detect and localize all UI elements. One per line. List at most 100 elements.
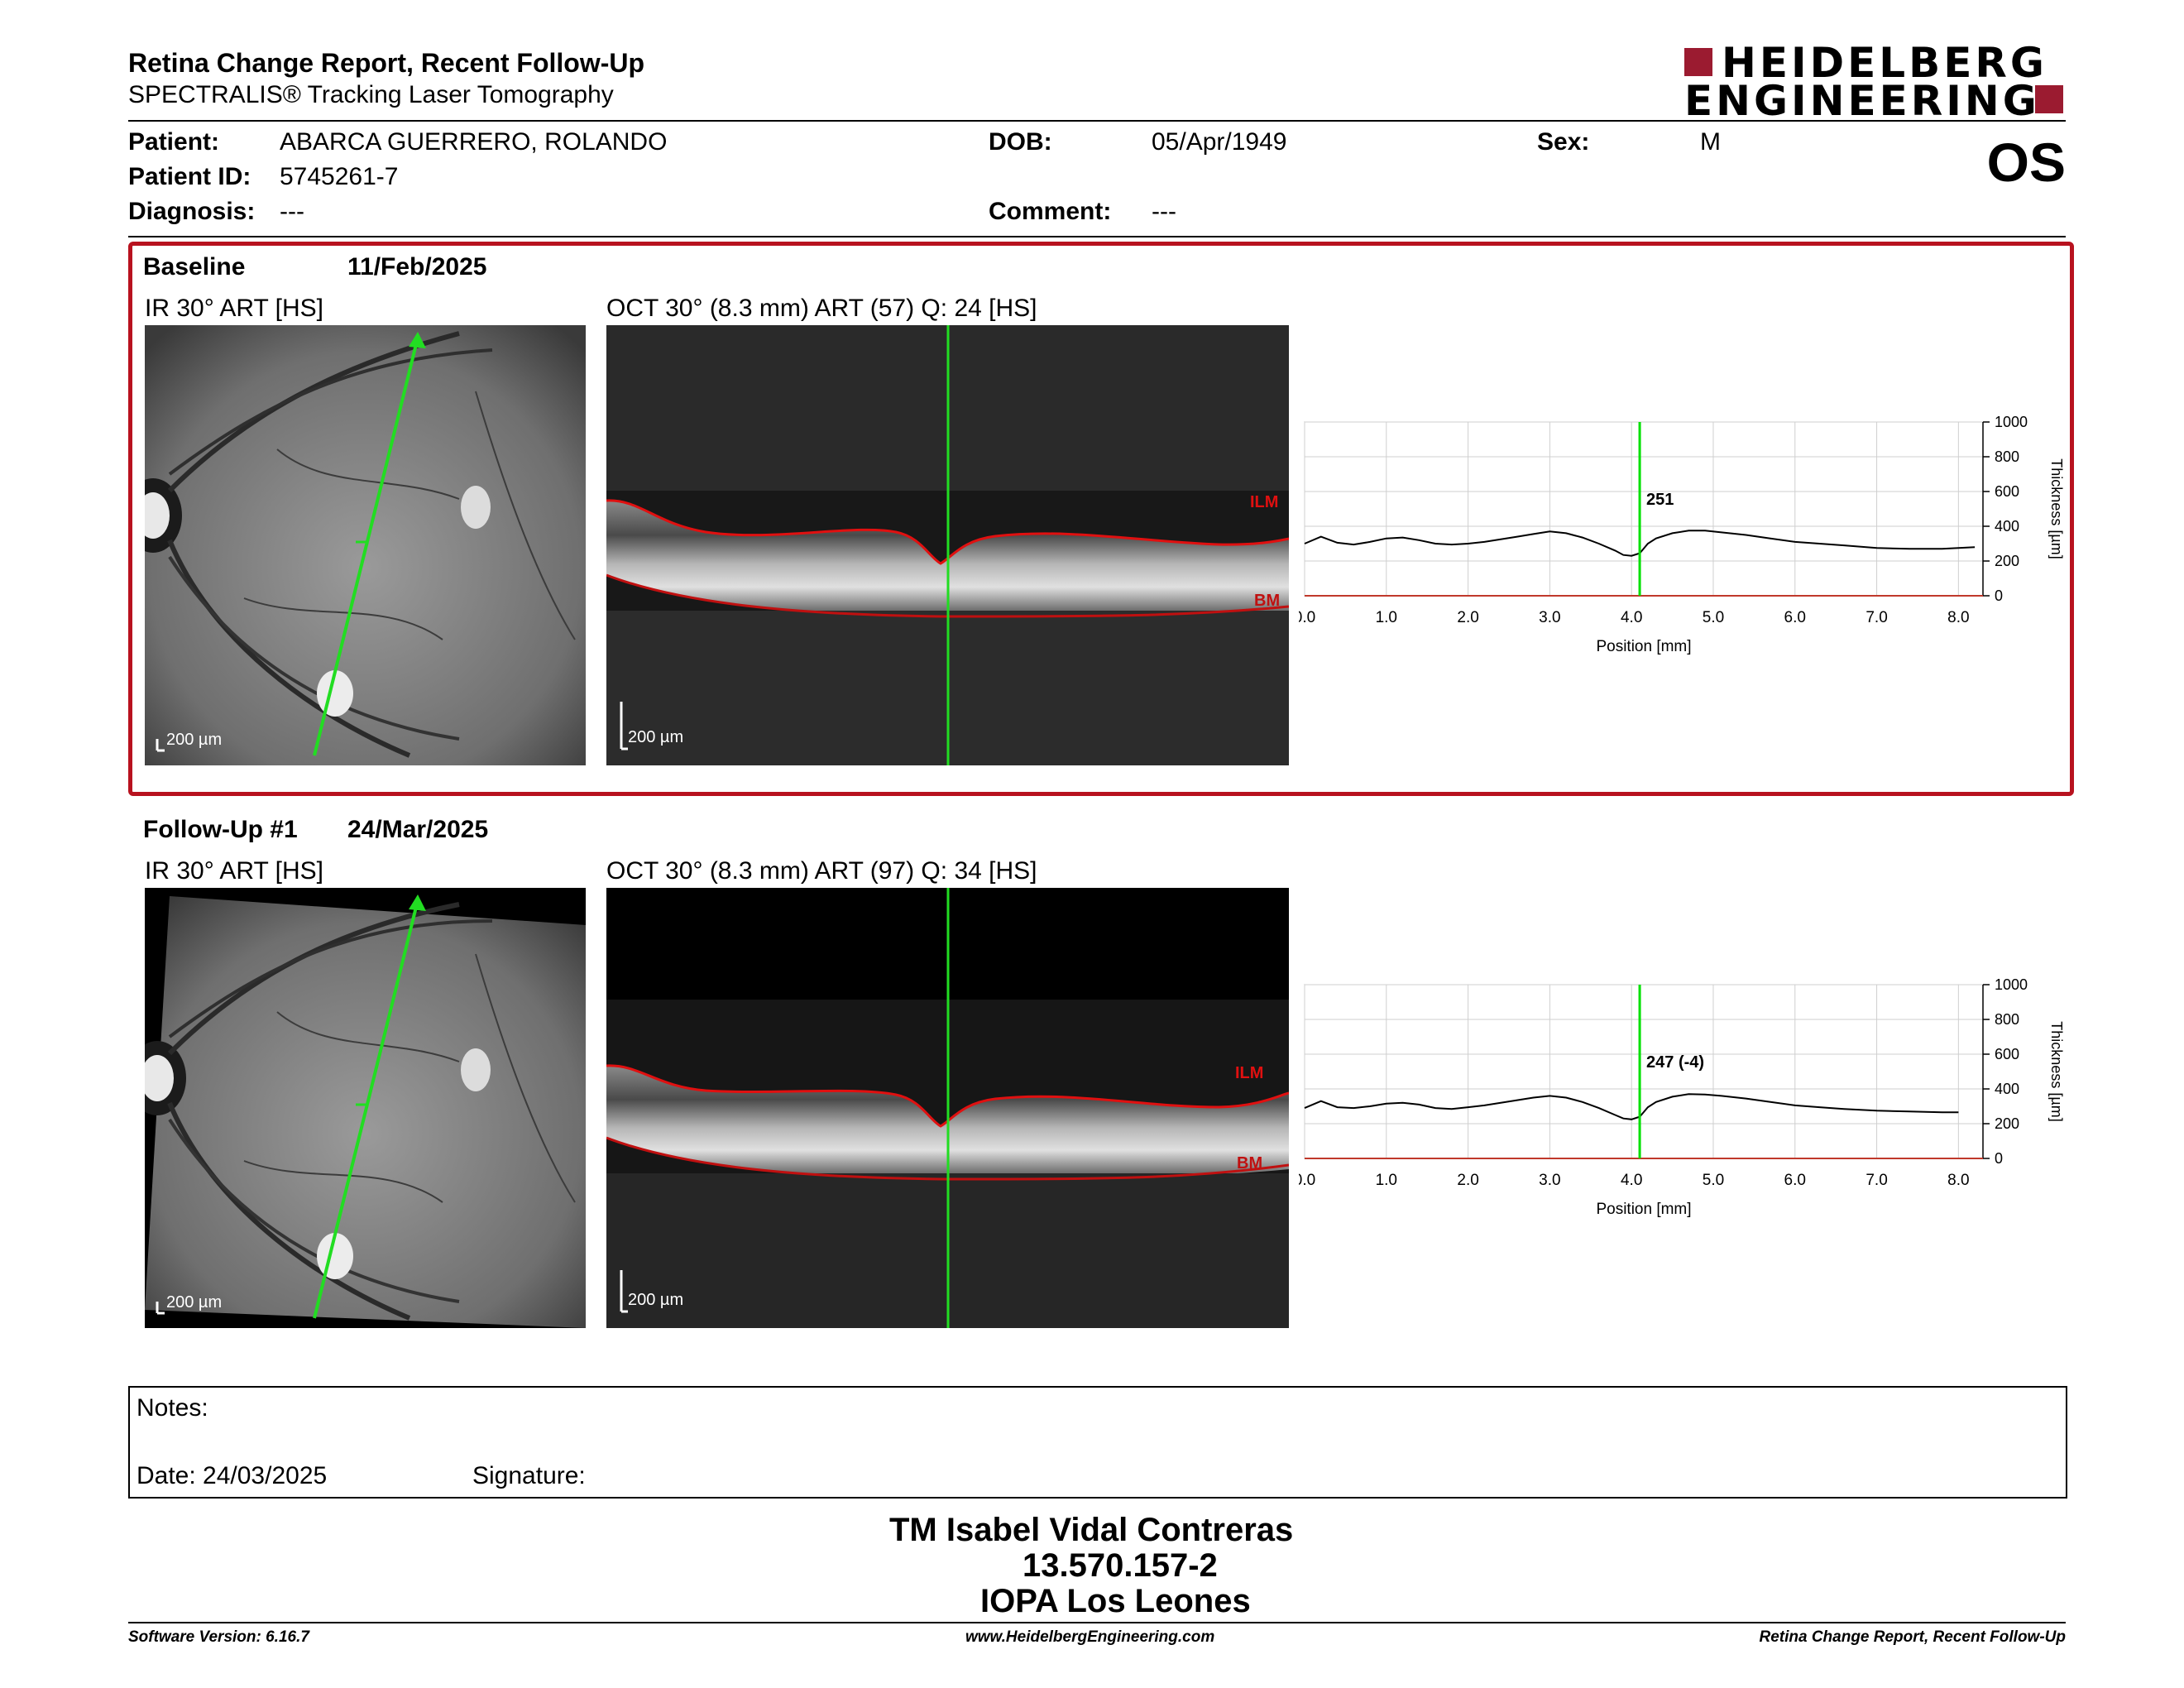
x-tick-label: 6.0 <box>1784 1172 1806 1189</box>
marker-value-label: 251 <box>1646 491 1674 509</box>
plot-area <box>1304 421 1984 597</box>
bm-label: BM <box>1254 592 1281 610</box>
report-title: Retina Change Report, Recent Follow-Up <box>128 48 645 78</box>
signer-name: TM Isabel Vidal Contreras <box>889 1512 1294 1548</box>
thickness-chart-followup: 0.0 1.0 2.0 3.0 4.0 5.0 6.0 7.0 8.0 0 200 400 600 800… <box>1294 972 2076 1245</box>
x-tick-label: 2.0 <box>1457 609 1478 626</box>
x-tick-label: 1.0 <box>1376 1172 1397 1189</box>
oct-title: OCT 30° (8.3 mm) ART (57) Q: 24 [HS] <box>606 295 1037 322</box>
footer-divider <box>128 1622 2066 1623</box>
header-divider <box>128 120 2066 122</box>
x-tick-label: 4.0 <box>1621 609 1642 626</box>
ilm-label: ILM <box>1250 493 1279 511</box>
x-tick-label: 1.0 <box>1376 609 1397 626</box>
oct-bscan-graphic <box>606 325 1289 765</box>
plot-area <box>1304 984 1984 1159</box>
diagnosis-value: --- <box>280 198 304 225</box>
comment-label: Comment: <box>989 198 1112 225</box>
oct-scale-label: 200 µm <box>628 1291 684 1309</box>
ir-fundus-graphic <box>145 325 586 765</box>
thickness-chart-svg: 0.0 1.0 2.0 3.0 4.0 5.0 6.0 7.0 8.0 0 200 400 600 800… <box>1294 976 2065 1218</box>
y-tick-label: 600 <box>1995 483 2019 500</box>
thickness-chart-svg: 0.0 1.0 2.0 3.0 4.0 5.0 6.0 7.0 8.0 0 200 400 600 800… <box>1294 414 2065 655</box>
x-axis-label: Position [mm] <box>1596 638 1691 655</box>
oct-bscan-graphic <box>606 888 1289 1328</box>
thickness-profile-line <box>1304 530 1976 557</box>
patient-label: Patient: <box>128 128 220 156</box>
thickness-profile-line <box>1304 1093 1959 1120</box>
logo-square-top <box>1684 48 1712 76</box>
x-tick-label: 8.0 <box>1947 609 1969 626</box>
x-axis-label: Position [mm] <box>1596 1201 1691 1218</box>
ir-title: IR 30° ART [HS] <box>145 295 323 322</box>
patient-id: 5745261-7 <box>280 163 399 190</box>
footer-website[interactable]: www.HeidelbergEngineering.com <box>965 1628 1215 1646</box>
x-tick-label: 5.0 <box>1703 1172 1724 1189</box>
x-tick-label: 4.0 <box>1621 1172 1642 1189</box>
oct-bscan-image: ILM BM 200 µm <box>606 888 1289 1328</box>
marker-value-label: 247 (-4) <box>1646 1053 1704 1072</box>
oct-bscan-image: ILM BM 200 µm <box>606 325 1289 765</box>
sex-value: M <box>1700 128 1721 156</box>
heidelberg-logo: HEIDELBERG ENGINEERING <box>1684 42 2065 125</box>
patient-name: ABARCA GUERRERO, ROLANDO <box>280 128 668 156</box>
baseline-frame <box>128 242 2074 796</box>
y-tick-label: 400 <box>1995 518 2019 535</box>
signer-id: 13.570.157-2 <box>1023 1547 1218 1584</box>
ir-fundus-image: 200 µm <box>145 325 586 765</box>
y-tick-label: 0 <box>1995 587 2003 604</box>
signer-institution: IOPA Los Leones <box>980 1583 1251 1619</box>
y-tick-label: 400 <box>1995 1081 2019 1097</box>
notes-box: Notes: Date: 24/03/2025 Signature: <box>128 1386 2067 1499</box>
oct-scale-label: 200 µm <box>628 728 684 746</box>
y-axis-label: Thickness [µm] <box>2048 1021 2065 1121</box>
logo-line2: ENGINEERING <box>1684 77 2040 125</box>
x-tick-label: 7.0 <box>1866 1172 1887 1189</box>
diagnosis-label: Diagnosis: <box>128 198 256 225</box>
x-tick-label: 3.0 <box>1539 609 1560 626</box>
ilm-label: ILM <box>1235 1064 1264 1082</box>
eye-indicator: OS <box>1986 132 2066 193</box>
y-tick-label: 200 <box>1995 1115 2019 1132</box>
x-tick-label: 8.0 <box>1947 1172 1969 1189</box>
x-tick-label: 2.0 <box>1457 1172 1478 1189</box>
y-tick-label: 1000 <box>1995 414 2028 430</box>
exam-name: Baseline <box>143 253 246 281</box>
ir-title: IR 30° ART [HS] <box>145 857 323 885</box>
ir-fundus-graphic <box>145 888 586 1328</box>
footer-software-version: Software Version: 6.16.7 <box>128 1628 309 1646</box>
notes-label: Notes: <box>136 1394 208 1422</box>
patient-divider <box>128 236 2066 237</box>
sex-label: Sex: <box>1537 128 1590 156</box>
ir-scale-label: 200 µm <box>166 1293 223 1312</box>
x-tick-label: 7.0 <box>1866 609 1887 626</box>
y-tick-label: 600 <box>1995 1046 2019 1062</box>
logo-line1: HEIDELBERG <box>1722 39 2048 87</box>
exam-name: Follow-Up #1 <box>143 816 298 843</box>
exam-date: 24/Mar/2025 <box>347 816 489 843</box>
dob-label: DOB: <box>989 128 1052 156</box>
x-tick-label: 3.0 <box>1539 1172 1560 1189</box>
ir-fundus-image: 200 µm <box>145 888 586 1328</box>
comment-value: --- <box>1152 198 1176 225</box>
notes-date: Date: 24/03/2025 <box>136 1462 328 1489</box>
x-tick-label: 0.0 <box>1299 1172 1315 1189</box>
x-tick-label: 6.0 <box>1784 609 1806 626</box>
y-tick-label: 0 <box>1995 1150 2003 1167</box>
bm-label: BM <box>1237 1154 1263 1172</box>
report-subtitle: SPECTRALIS® Tracking Laser Tomography <box>128 81 614 108</box>
ir-scale-label: 200 µm <box>166 731 223 749</box>
y-tick-label: 1000 <box>1995 976 2028 993</box>
y-axis-label: Thickness [µm] <box>2048 458 2065 559</box>
patient-id-label: Patient ID: <box>128 163 251 190</box>
x-tick-label: 0.0 <box>1299 609 1315 626</box>
y-tick-label: 800 <box>1995 1011 2019 1028</box>
x-tick-label: 5.0 <box>1703 609 1724 626</box>
footer-report-name: Retina Change Report, Recent Follow-Up <box>1759 1628 2066 1646</box>
oct-title: OCT 30° (8.3 mm) ART (97) Q: 34 [HS] <box>606 857 1037 885</box>
dob-value: 05/Apr/1949 <box>1152 128 1287 156</box>
y-tick-label: 800 <box>1995 448 2019 465</box>
exam-date: 11/Feb/2025 <box>347 253 487 281</box>
y-tick-label: 200 <box>1995 553 2019 569</box>
thickness-chart-baseline: 0.0 1.0 2.0 3.0 4.0 5.0 6.0 7.0 8.0 0 200 400 600 800… <box>1294 410 2076 683</box>
